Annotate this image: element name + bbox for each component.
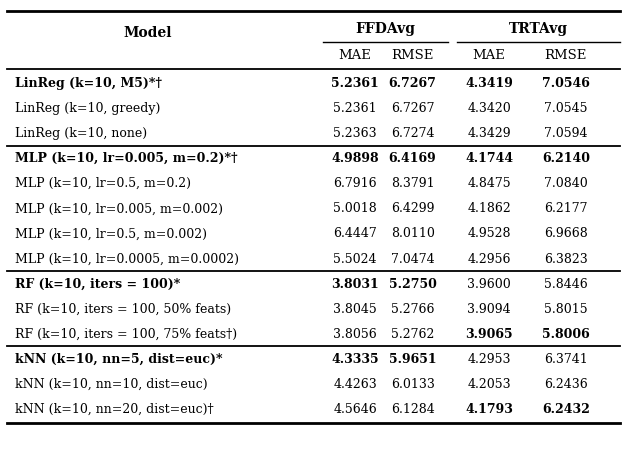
Text: 5.8006: 5.8006: [542, 328, 589, 341]
Text: 3.8045: 3.8045: [333, 303, 377, 315]
Text: RF (k=10, iters = 100, 50% feats): RF (k=10, iters = 100, 50% feats): [15, 303, 231, 315]
Text: 5.9651: 5.9651: [388, 353, 436, 366]
Text: RMSE: RMSE: [392, 49, 434, 62]
Text: 7.0546: 7.0546: [542, 77, 590, 90]
Text: 6.3823: 6.3823: [544, 253, 588, 266]
Text: 7.0545: 7.0545: [544, 102, 588, 115]
Text: 6.2436: 6.2436: [544, 378, 588, 391]
Text: 6.4169: 6.4169: [388, 152, 436, 165]
Text: MAE: MAE: [339, 49, 372, 62]
Text: RF (k=10, iters = 100, 75% feats†): RF (k=10, iters = 100, 75% feats†): [15, 328, 237, 341]
Text: 3.9065: 3.9065: [465, 328, 513, 341]
Text: MLP (k=10, lr=0.5, m=0.2): MLP (k=10, lr=0.5, m=0.2): [15, 177, 191, 190]
Text: kNN (k=10, nn=20, dist=euc)†: kNN (k=10, nn=20, dist=euc)†: [15, 403, 213, 416]
Text: MLP (k=10, lr=0.0005, m=0.0002): MLP (k=10, lr=0.0005, m=0.0002): [15, 253, 239, 266]
Text: 6.2177: 6.2177: [544, 202, 588, 215]
Text: 5.2361: 5.2361: [333, 102, 377, 115]
Text: kNN (k=10, nn=10, dist=euc): kNN (k=10, nn=10, dist=euc): [15, 378, 207, 391]
Text: 5.0018: 5.0018: [333, 202, 377, 215]
Text: Model: Model: [124, 26, 172, 40]
Text: 4.8475: 4.8475: [467, 177, 511, 190]
Text: MLP (k=10, lr=0.5, m=0.002): MLP (k=10, lr=0.5, m=0.002): [15, 227, 207, 240]
Text: MLP (k=10, lr=0.005, m=0.2)*†: MLP (k=10, lr=0.005, m=0.2)*†: [15, 152, 237, 165]
Text: 4.1793: 4.1793: [465, 403, 513, 416]
Text: 6.2140: 6.2140: [542, 152, 590, 165]
Text: LinReg (k=10, M5)*†: LinReg (k=10, M5)*†: [15, 77, 162, 90]
Text: 6.4299: 6.4299: [391, 202, 435, 215]
Text: 6.1284: 6.1284: [391, 403, 435, 416]
Text: 4.1862: 4.1862: [467, 202, 511, 215]
Text: 5.2766: 5.2766: [391, 303, 435, 315]
Text: 4.1744: 4.1744: [465, 152, 513, 165]
Text: 4.2953: 4.2953: [467, 353, 511, 366]
Text: 4.2956: 4.2956: [467, 253, 511, 266]
Text: 5.2361: 5.2361: [332, 77, 379, 90]
Text: 8.0110: 8.0110: [390, 227, 435, 240]
Text: 6.7274: 6.7274: [391, 127, 435, 140]
Text: 3.9600: 3.9600: [467, 278, 511, 291]
Text: 4.9528: 4.9528: [467, 227, 511, 240]
Text: 6.3741: 6.3741: [544, 353, 588, 366]
Text: 4.4263: 4.4263: [333, 378, 377, 391]
Text: MLP (k=10, lr=0.005, m=0.002): MLP (k=10, lr=0.005, m=0.002): [15, 202, 223, 215]
Text: kNN (k=10, nn=5, dist=euc)*: kNN (k=10, nn=5, dist=euc)*: [15, 353, 222, 366]
Text: 5.8015: 5.8015: [544, 303, 588, 315]
Text: 6.0133: 6.0133: [390, 378, 435, 391]
Text: 6.9668: 6.9668: [544, 227, 588, 240]
Text: 6.7267: 6.7267: [391, 102, 435, 115]
Text: 3.8031: 3.8031: [332, 278, 379, 291]
Text: 5.2363: 5.2363: [333, 127, 377, 140]
Text: 3.8056: 3.8056: [333, 328, 377, 341]
Text: 7.0840: 7.0840: [544, 177, 588, 190]
Text: 3.9094: 3.9094: [467, 303, 511, 315]
Text: RMSE: RMSE: [545, 49, 587, 62]
Text: 5.8446: 5.8446: [544, 278, 588, 291]
Text: 6.2432: 6.2432: [542, 403, 590, 416]
Text: MAE: MAE: [473, 49, 506, 62]
Text: 4.3335: 4.3335: [332, 353, 379, 366]
Text: 6.7267: 6.7267: [388, 77, 436, 90]
Text: RF (k=10, iters = 100)*: RF (k=10, iters = 100)*: [15, 278, 180, 291]
Text: LinReg (k=10, none): LinReg (k=10, none): [15, 127, 147, 140]
Text: TRTAvg: TRTAvg: [509, 21, 568, 35]
Text: 4.3420: 4.3420: [467, 102, 511, 115]
Text: 4.9898: 4.9898: [332, 152, 379, 165]
Text: 4.3419: 4.3419: [465, 77, 513, 90]
Text: 7.0474: 7.0474: [391, 253, 435, 266]
Text: 7.0594: 7.0594: [544, 127, 588, 140]
Text: 5.5024: 5.5024: [333, 253, 377, 266]
Text: 6.7916: 6.7916: [333, 177, 377, 190]
Text: 5.2750: 5.2750: [388, 278, 436, 291]
Text: 4.3429: 4.3429: [467, 127, 511, 140]
Text: 4.5646: 4.5646: [333, 403, 377, 416]
Text: 4.2053: 4.2053: [467, 378, 511, 391]
Text: 5.2762: 5.2762: [391, 328, 435, 341]
Text: FFDAvg: FFDAvg: [355, 21, 415, 35]
Text: LinReg (k=10, greedy): LinReg (k=10, greedy): [15, 102, 160, 115]
Text: 6.4447: 6.4447: [333, 227, 377, 240]
Text: 8.3791: 8.3791: [391, 177, 435, 190]
